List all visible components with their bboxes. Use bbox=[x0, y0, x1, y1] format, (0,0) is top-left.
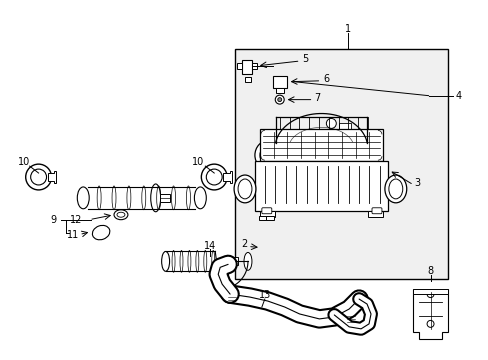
Text: 6: 6 bbox=[323, 74, 329, 84]
Text: 13: 13 bbox=[258, 290, 270, 300]
Bar bbox=[228, 286, 236, 296]
Ellipse shape bbox=[254, 140, 282, 170]
Ellipse shape bbox=[244, 252, 251, 270]
Bar bbox=[232, 257, 238, 265]
Circle shape bbox=[26, 164, 51, 190]
FancyBboxPatch shape bbox=[262, 208, 271, 214]
Circle shape bbox=[277, 98, 281, 102]
Bar bbox=[259, 211, 274, 217]
Text: 14: 14 bbox=[203, 242, 216, 252]
Circle shape bbox=[275, 95, 284, 104]
Bar bbox=[235, 49, 447, 279]
Circle shape bbox=[426, 291, 433, 298]
Bar bbox=[242, 60, 251, 74]
Ellipse shape bbox=[388, 179, 402, 199]
Bar bbox=[251, 63, 256, 69]
Ellipse shape bbox=[259, 145, 277, 165]
Bar bbox=[272, 76, 286, 88]
Bar bbox=[259, 129, 382, 161]
Text: 8: 8 bbox=[427, 266, 433, 276]
Text: 1: 1 bbox=[345, 24, 350, 34]
Text: 9: 9 bbox=[50, 215, 57, 225]
Bar bbox=[339, 123, 350, 131]
Bar bbox=[237, 63, 242, 69]
Bar bbox=[160, 194, 169, 202]
Text: 5: 5 bbox=[302, 54, 308, 64]
Circle shape bbox=[426, 320, 433, 327]
Text: 3: 3 bbox=[414, 178, 420, 188]
Circle shape bbox=[325, 118, 336, 129]
Ellipse shape bbox=[92, 225, 110, 240]
Bar bbox=[265, 216, 273, 220]
Text: 2: 2 bbox=[241, 239, 246, 249]
Bar bbox=[254, 161, 387, 211]
Bar bbox=[244, 77, 250, 82]
Polygon shape bbox=[412, 289, 447, 339]
Text: 10: 10 bbox=[18, 157, 30, 167]
Bar bbox=[275, 88, 283, 93]
Ellipse shape bbox=[234, 175, 255, 203]
Circle shape bbox=[206, 169, 222, 185]
Bar bbox=[412, 289, 447, 294]
Circle shape bbox=[31, 169, 46, 185]
Text: 4: 4 bbox=[454, 91, 461, 101]
Text: 7: 7 bbox=[314, 93, 320, 103]
Circle shape bbox=[264, 134, 273, 144]
Text: 10: 10 bbox=[192, 157, 204, 167]
Circle shape bbox=[201, 164, 226, 190]
Text: 11: 11 bbox=[67, 230, 79, 239]
Ellipse shape bbox=[384, 175, 406, 203]
Bar bbox=[258, 216, 266, 220]
Polygon shape bbox=[47, 171, 56, 183]
Ellipse shape bbox=[114, 210, 128, 220]
Circle shape bbox=[361, 299, 371, 309]
FancyBboxPatch shape bbox=[371, 208, 381, 214]
Ellipse shape bbox=[238, 179, 251, 199]
Polygon shape bbox=[223, 171, 232, 183]
Bar bbox=[346, 305, 354, 315]
Bar bbox=[367, 211, 382, 217]
Ellipse shape bbox=[162, 251, 169, 271]
Ellipse shape bbox=[194, 187, 206, 209]
Ellipse shape bbox=[77, 187, 89, 209]
Ellipse shape bbox=[117, 212, 124, 217]
Text: 12: 12 bbox=[70, 215, 82, 225]
